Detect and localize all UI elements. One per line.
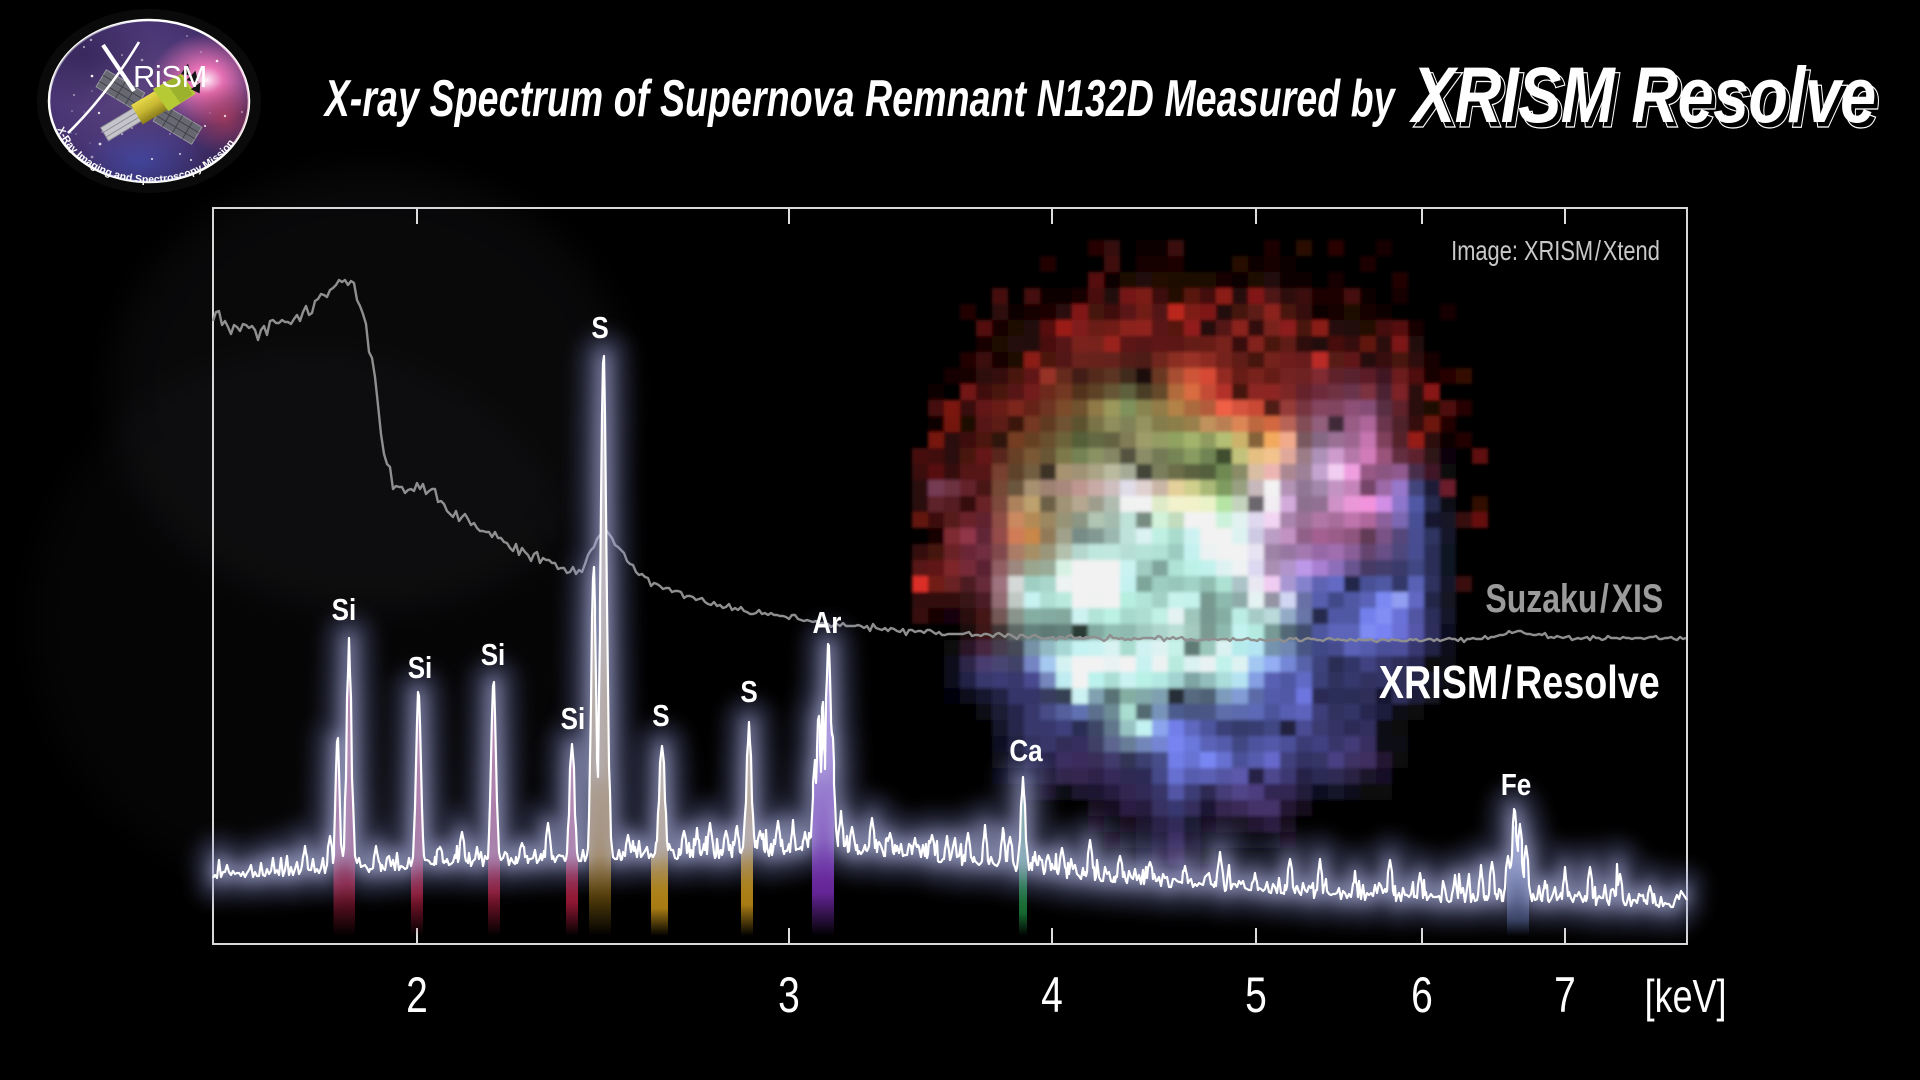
svg-text:XRISM / Resolve: XRISM / Resolve xyxy=(1379,656,1660,707)
svg-text:Si: Si xyxy=(561,702,586,737)
svg-text:Ar: Ar xyxy=(813,606,842,641)
svg-text:XRISM Resolve: XRISM Resolve xyxy=(1408,52,1876,139)
svg-text:X-ray Spectrum of Supernova Re: X-ray Spectrum of Supernova Remnant N132… xyxy=(322,69,1397,128)
svg-text:3: 3 xyxy=(778,966,800,1023)
svg-text:S: S xyxy=(740,675,757,710)
svg-text:[keV]: [keV] xyxy=(1645,971,1727,1022)
svg-text:4: 4 xyxy=(1041,966,1063,1023)
svg-text:Fe: Fe xyxy=(1501,768,1531,803)
svg-text:Image: XRISM / Xtend: Image: XRISM / Xtend xyxy=(1451,235,1660,266)
svg-text:7: 7 xyxy=(1554,966,1576,1023)
svg-text:Si: Si xyxy=(332,593,357,628)
svg-text:Ca: Ca xyxy=(1009,734,1043,769)
svg-text:Si: Si xyxy=(481,638,506,673)
svg-text:RiSM: RiSM xyxy=(133,59,207,94)
svg-text:Suzaku / XIS: Suzaku / XIS xyxy=(1485,576,1663,621)
svg-text:Si: Si xyxy=(408,651,433,686)
svg-text:S: S xyxy=(591,311,608,346)
svg-text:2: 2 xyxy=(406,966,428,1023)
svg-text:6: 6 xyxy=(1411,966,1433,1023)
svg-text:XRISM Resolve: XRISM Resolve xyxy=(1413,57,1881,144)
svg-text:5: 5 xyxy=(1245,966,1267,1023)
svg-text:S: S xyxy=(652,699,669,734)
